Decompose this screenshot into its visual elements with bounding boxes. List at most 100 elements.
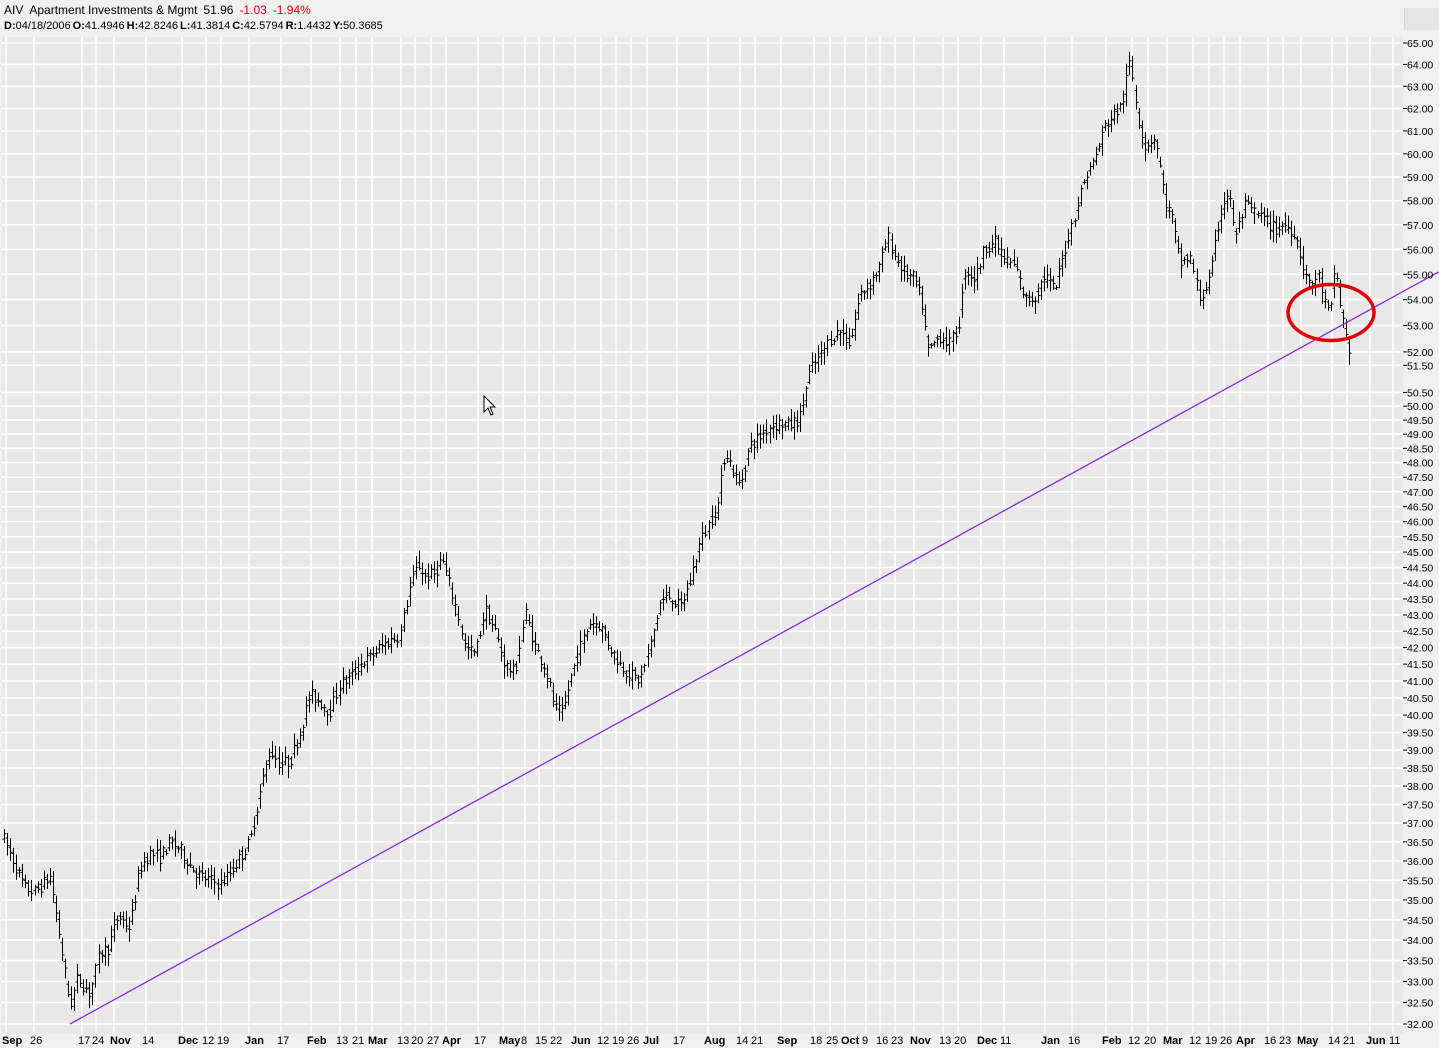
x-tick-label: Sep xyxy=(2,1035,22,1047)
price-bar xyxy=(661,589,666,611)
y-tick-label: 45.00 xyxy=(1407,547,1433,559)
price-bar xyxy=(151,848,156,866)
price-bar xyxy=(981,245,986,270)
price-bar xyxy=(203,870,208,887)
price-bar xyxy=(929,342,934,349)
price-bar xyxy=(737,471,742,486)
y-tick-label: 54.00 xyxy=(1407,295,1433,307)
price-bar xyxy=(932,340,937,348)
price-bar xyxy=(1158,156,1163,168)
price-bar xyxy=(1094,146,1099,166)
price-bar xyxy=(566,680,571,706)
price-bar xyxy=(734,464,739,486)
price-bar xyxy=(1213,229,1218,261)
price-bar xyxy=(148,845,153,866)
price-bar xyxy=(688,572,693,587)
y-tick-label: 49.00 xyxy=(1407,429,1433,441)
x-tick-label: 25 xyxy=(826,1035,838,1047)
price-bar xyxy=(1219,204,1224,234)
y-tick-label: 36.00 xyxy=(1407,856,1433,868)
price-bar xyxy=(676,588,681,616)
price-bar xyxy=(1152,134,1157,151)
price-bar xyxy=(743,465,748,483)
price-bar xyxy=(1097,142,1102,152)
price-bar xyxy=(1301,245,1306,280)
title-row: AIV Apartment Investments & Mgmt 51.96 -1.0… xyxy=(4,3,317,17)
x-tick-label: May xyxy=(499,1035,521,1047)
x-tick-label: Jul xyxy=(643,1035,659,1047)
price-bar xyxy=(1191,258,1196,274)
price-bar xyxy=(893,244,898,261)
price-bar xyxy=(1323,289,1328,309)
y-tick-label: 48.00 xyxy=(1407,458,1433,470)
window-control-area[interactable] xyxy=(1404,8,1439,30)
price-bar xyxy=(649,635,654,658)
price-bar xyxy=(429,564,434,579)
price-bar xyxy=(1317,269,1322,283)
x-tick-label: 21 xyxy=(751,1035,763,1047)
price-bar xyxy=(1237,211,1242,233)
price-bar xyxy=(642,663,647,673)
price-bar xyxy=(1326,299,1331,311)
x-tick-label: Dec xyxy=(178,1035,198,1047)
y-tick-label: 57.00 xyxy=(1407,220,1433,232)
price-bar xyxy=(514,660,519,675)
price-bar xyxy=(112,912,117,942)
price-bar xyxy=(115,915,120,931)
price-bar xyxy=(1048,267,1053,292)
price-bar xyxy=(703,524,708,538)
price-bar xyxy=(42,870,47,890)
symbol: AIV xyxy=(4,3,24,17)
price-bar xyxy=(865,278,870,299)
price-bar xyxy=(585,629,590,642)
price-bar xyxy=(1280,221,1285,236)
x-axis: Sep 26 17 24 Nov 14 Dec 12 19 Jan 17 Feb 13 21 Mar 13 20… xyxy=(2,1035,1400,1047)
y-tick-label: 42.50 xyxy=(1407,626,1433,638)
price-bar xyxy=(170,836,175,850)
price-bar xyxy=(1167,200,1172,219)
price-bar xyxy=(841,318,846,347)
y-tick-label: 59.00 xyxy=(1407,172,1433,184)
price-bar xyxy=(758,424,763,449)
price-bar xyxy=(740,469,745,490)
price-bar xyxy=(298,728,303,748)
price-bar xyxy=(176,845,181,854)
ohlc-value: 1.4432 xyxy=(297,20,331,32)
price-bar xyxy=(453,594,458,617)
price-bar xyxy=(29,880,34,902)
price-bar xyxy=(20,863,25,888)
x-tick-label: 11 xyxy=(1000,1035,1011,1047)
y-tick-label: 44.00 xyxy=(1407,578,1433,590)
price-bar xyxy=(548,677,553,688)
trendline[interactable] xyxy=(69,271,1439,1025)
price-bar xyxy=(957,316,962,334)
y-tick-label: 47.00 xyxy=(1407,487,1433,499)
price-bar xyxy=(1252,202,1257,225)
price-bar xyxy=(273,745,278,768)
ohlc-value: 41.4946 xyxy=(84,20,125,32)
ohlc-label: O: xyxy=(72,20,85,32)
highlight-circle[interactable] xyxy=(1286,282,1376,343)
price-bar xyxy=(280,752,285,776)
ohlc-value: 42.5794 xyxy=(243,20,284,32)
price-bar xyxy=(990,234,995,254)
price-bar xyxy=(145,852,150,872)
price-bar xyxy=(560,696,565,722)
price-bar xyxy=(707,520,712,540)
x-tick-label: Jan xyxy=(245,1035,264,1047)
price-bar xyxy=(493,615,498,631)
price-bar xyxy=(886,226,891,253)
price-bar xyxy=(417,550,422,571)
y-tick-label: 47.50 xyxy=(1407,472,1433,484)
price-bar xyxy=(941,332,946,350)
x-tick-label: 13 xyxy=(939,1035,951,1047)
price-bar xyxy=(255,806,260,825)
price-bar xyxy=(392,633,397,644)
price-bar xyxy=(249,830,254,838)
price-bar xyxy=(569,673,574,687)
price-bar xyxy=(444,552,449,577)
y-tick-label: 34.00 xyxy=(1407,935,1433,947)
price-bar xyxy=(1015,256,1020,272)
price-bar xyxy=(609,646,614,658)
